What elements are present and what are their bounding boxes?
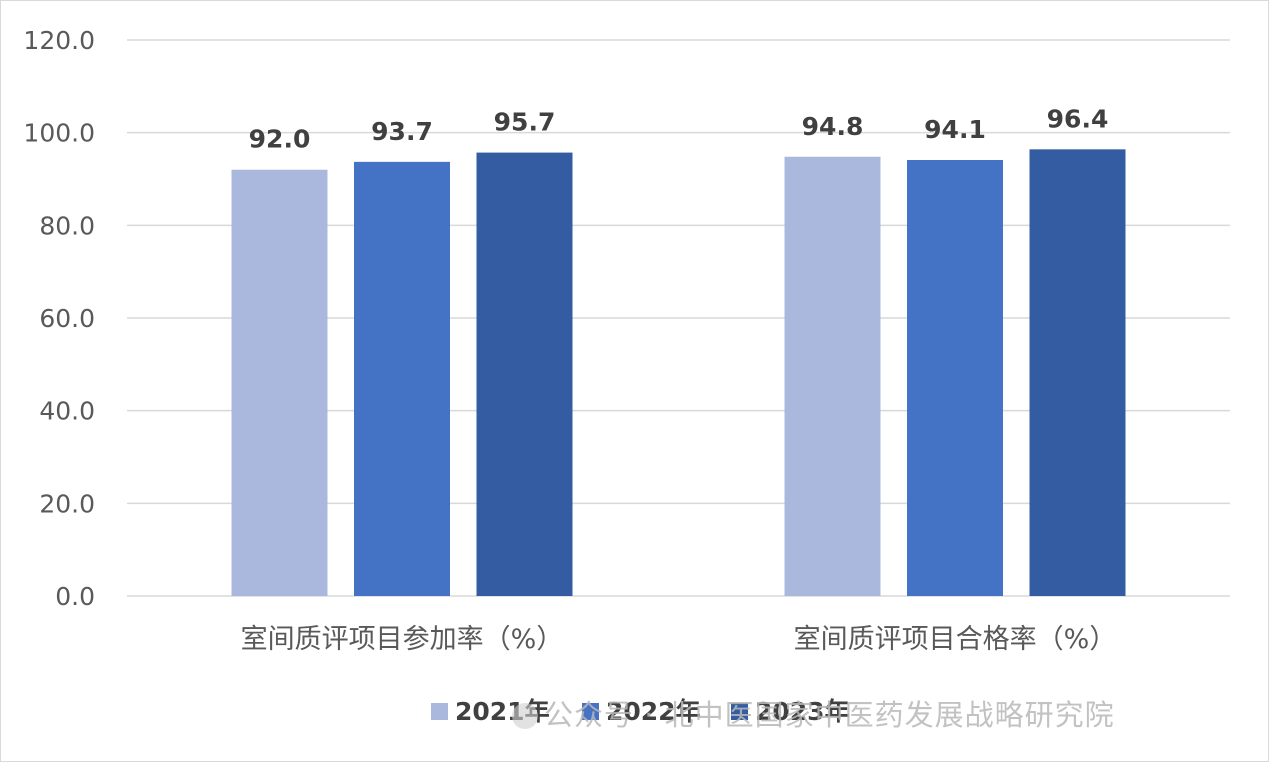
data-label: 95.7 bbox=[494, 108, 556, 137]
data-label: 94.1 bbox=[924, 115, 986, 144]
legend-label: 2023年 bbox=[755, 697, 850, 726]
legend-label: 2021年 bbox=[455, 697, 550, 726]
y-axis-tick-labels: 0.0 20.0 40.0 60.0 80.0 100.0 120.0 bbox=[23, 26, 95, 611]
legend: 2021年 2022年 2023年 bbox=[431, 697, 850, 726]
legend-swatch bbox=[431, 703, 448, 720]
y-tick-label: 40.0 bbox=[39, 397, 95, 426]
bar-2021年-0 bbox=[231, 169, 328, 596]
data-labels: 92.0 94.8 93.7 94.1 95.7 96.4 bbox=[249, 104, 1109, 153]
category-label: 室间质评项目合格率（%） bbox=[794, 624, 1117, 655]
data-label: 94.8 bbox=[802, 112, 864, 141]
y-tick-label: 60.0 bbox=[39, 304, 95, 333]
x-axis-category-labels: 室间质评项目参加率（%） 室间质评项目合格率（%） bbox=[241, 624, 1117, 655]
legend-swatch bbox=[731, 703, 748, 720]
category-label: 室间质评项目参加率（%） bbox=[241, 624, 564, 655]
data-label: 93.7 bbox=[371, 117, 433, 146]
bar-2022年-1 bbox=[907, 160, 1003, 596]
y-tick-label: 0.0 bbox=[55, 582, 95, 611]
data-label: 96.4 bbox=[1047, 104, 1109, 133]
bar-2021年-1 bbox=[784, 156, 881, 596]
y-tick-label: 20.0 bbox=[39, 489, 95, 518]
legend-label: 2022年 bbox=[606, 697, 701, 726]
y-tick-label: 100.0 bbox=[23, 119, 95, 148]
bar-2023年-1 bbox=[1029, 149, 1126, 596]
data-label: 92.0 bbox=[249, 125, 311, 154]
y-tick-label: 80.0 bbox=[39, 211, 95, 240]
y-tick-label: 120.0 bbox=[23, 26, 95, 55]
legend-swatch bbox=[582, 703, 599, 720]
bars bbox=[231, 149, 1126, 596]
bar-2022年-0 bbox=[354, 161, 450, 596]
bar-2023年-0 bbox=[476, 152, 573, 596]
